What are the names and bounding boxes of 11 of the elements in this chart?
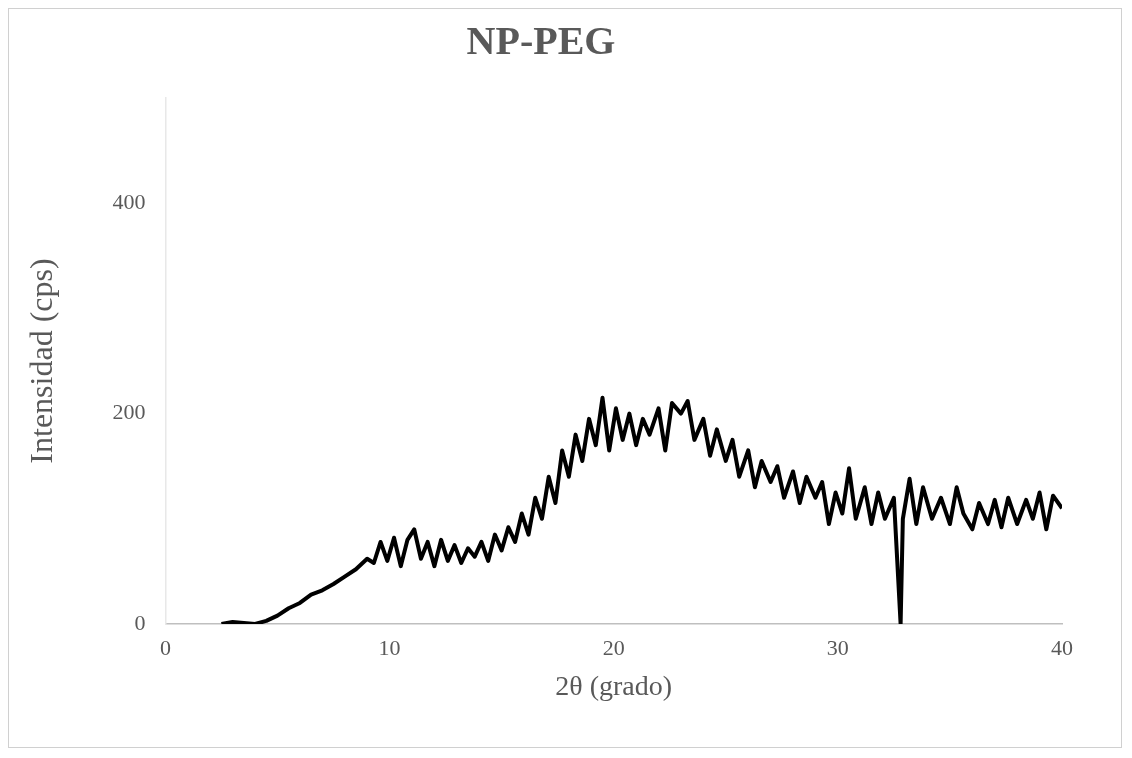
- x-tick-label: 10: [378, 634, 401, 660]
- y-axis-title: Intensidad (cps): [22, 258, 59, 464]
- chart-title: NP-PEG: [466, 18, 616, 64]
- x-tick-label: 30: [826, 634, 849, 660]
- x-tick-label: 0: [159, 634, 171, 660]
- y-tick-label: 400: [112, 188, 146, 214]
- x-axis-title: 2θ (grado): [555, 669, 673, 701]
- y-tick-label: 200: [112, 399, 146, 425]
- x-tick-label: 20: [602, 634, 625, 660]
- x-tick-label: 40: [1051, 634, 1073, 660]
- y-tick-label: 0: [134, 609, 146, 635]
